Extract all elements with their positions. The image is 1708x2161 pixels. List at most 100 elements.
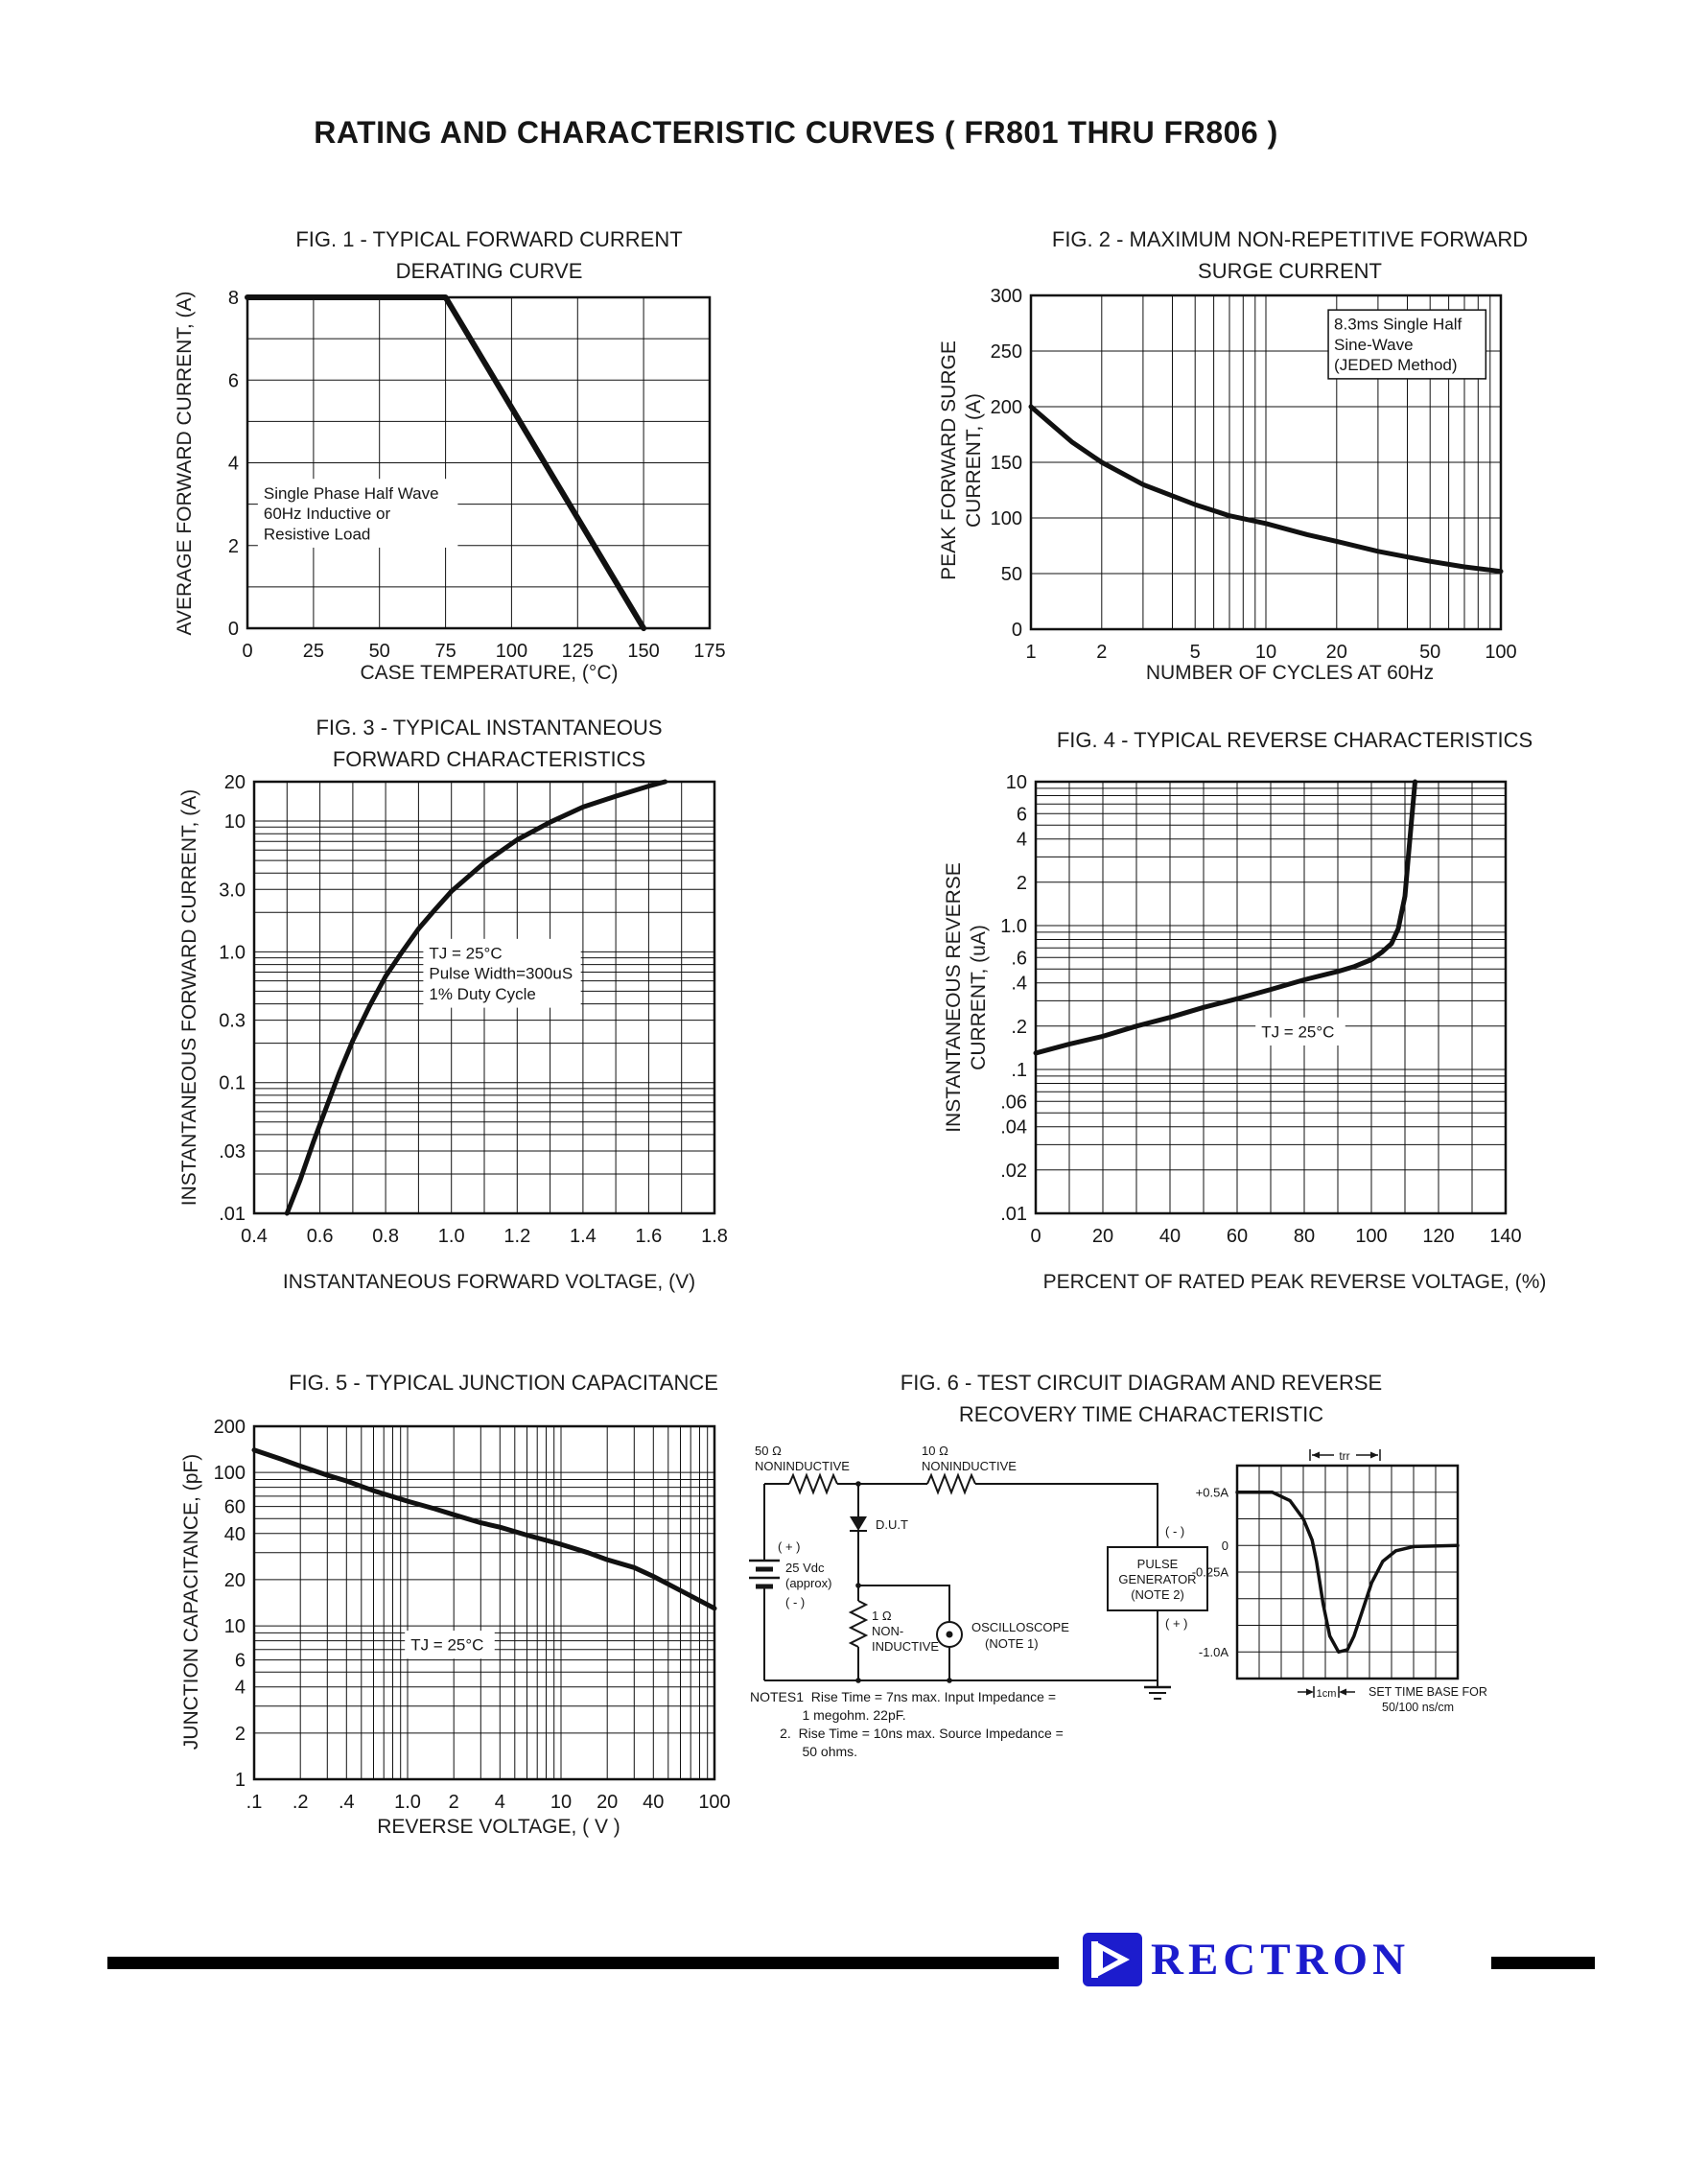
fig6-notes: NOTES1 Rise Time = 7ns max. Input Impeda…: [750, 1689, 1064, 1759]
y-tick-label: .2: [1011, 1017, 1027, 1038]
x-tick-label: 5: [1190, 642, 1201, 663]
x-tick-label: 1.6: [635, 1226, 662, 1247]
x-tick-label: 0.8: [372, 1226, 399, 1247]
plot-border: [252, 780, 716, 1215]
trr-marker: trr: [1309, 1449, 1381, 1463]
timebase-label-2: 50/100 ns/cm: [1382, 1701, 1454, 1714]
annotation-text: TJ = 25°C: [429, 944, 502, 962]
fig3-title: FIG. 3 - TYPICAL INSTANTANEOUS FORWARD C…: [316, 716, 663, 771]
y-tick-label: 1: [235, 1770, 246, 1791]
x-tick-label: 20: [597, 1792, 618, 1813]
resistor-50ohm: [788, 1472, 838, 1495]
time-base-marker: 1cm SET TIME BASE FOR 50/100 ns/cm: [1298, 1685, 1487, 1714]
y-tick-label: .4: [1011, 974, 1027, 995]
x-tick-label: 1.0: [438, 1226, 465, 1247]
ground-symbol: [1144, 1685, 1171, 1700]
fig4-x-axis-label: PERCENT OF RATED PEAK REVERSE VOLTAGE, (…: [1042, 1271, 1547, 1293]
fig2-surge-current-chart: 1 2 5 10 20 50 100 0 50 100 150 200 250 300 8.3ms Sing…: [991, 286, 1517, 663]
fig3-x-axis-label: INSTANTANEOUS FORWARD VOLTAGE, (V): [282, 1271, 696, 1293]
x-tick-label: 4: [495, 1792, 505, 1813]
series-forward-characteristic: [284, 779, 668, 1216]
x-tick-label: 2: [449, 1792, 459, 1813]
x-tick-label: 1.0: [394, 1792, 421, 1813]
y-tick-label: 60: [224, 1497, 246, 1518]
annotation-text: Single Phase Half Wave: [264, 484, 439, 503]
annotation-text: Sine-Wave: [1334, 336, 1414, 354]
x-tick-label: 100: [1485, 642, 1516, 663]
footer-rule-right: [1491, 1957, 1595, 1969]
fig2-x-axis-label: NUMBER OF CYCLES AT 60Hz: [1145, 662, 1435, 684]
y-tick-label: 4: [228, 454, 239, 475]
y-tick-label: 100: [214, 1463, 246, 1484]
x-tick-label: 10: [550, 1792, 572, 1813]
pulse-generator-label-3: (NOTE 2): [1131, 1587, 1184, 1602]
annotation-box: [257, 479, 458, 548]
fig3-forward-characteristics-chart: 0.4 0.6 0.8 1.0 1.2 1.4 1.6 1.8 20 10 3.0 1.0 0.3 0.1…: [219, 772, 728, 1247]
plot-border: [1235, 1464, 1460, 1680]
r3-value-label: 1 Ω: [872, 1609, 892, 1623]
r1-type-label: NONINDUCTIVE: [755, 1459, 850, 1473]
y-tick-label: +0.5A: [1196, 1485, 1229, 1499]
rectron-brand-text: RECTRON: [1151, 1935, 1411, 1985]
junction-dot: [855, 1583, 861, 1588]
x-tick-label: 0: [242, 641, 252, 662]
y-tick-label: 200: [214, 1417, 246, 1438]
annotation-box: [405, 1631, 495, 1659]
y-tick-label: 2: [228, 536, 239, 557]
y-tick-label: 10: [1006, 772, 1027, 793]
y-tick-label: 250: [991, 341, 1022, 363]
x-tick-label: 1.8: [701, 1226, 728, 1247]
y-tick-label: 20: [224, 772, 246, 793]
series-surge-current: [1028, 404, 1504, 575]
battery-symbol: [749, 1559, 780, 1589]
annotation-text: 8.3ms Single Half: [1334, 316, 1462, 334]
x-tick-label: 75: [434, 641, 456, 662]
junction-dot: [855, 1678, 861, 1683]
y-tick-label: .06: [1000, 1092, 1027, 1113]
r2-value-label: 10 Ω: [922, 1444, 948, 1458]
pulse-generator-label-1: PULSE: [1137, 1557, 1179, 1571]
fig6-recovery-waveform-chart: trr 1cm SET TIME BASE FOR 50/100 ns/cm +…: [1192, 1449, 1487, 1714]
x-tick-label: 1: [1025, 642, 1036, 663]
gridlines: [1035, 781, 1507, 1214]
x-tick-label: 100: [698, 1792, 730, 1813]
fig1-x-axis-label: CASE TEMPERATURE, (°C): [360, 662, 619, 684]
y-tick-label: 6: [228, 370, 239, 391]
x-tick-label: 60: [1227, 1226, 1248, 1247]
y-tick-label: -0.25A: [1192, 1565, 1229, 1580]
r3-type-label-2: INDUCTIVE: [872, 1639, 939, 1654]
y-tick-label: 2: [235, 1724, 246, 1745]
series-reverse-characteristic: [1033, 779, 1417, 1056]
y-tick-label: 0: [1222, 1539, 1228, 1553]
pulse-generator-box: [1107, 1546, 1208, 1611]
y-tick-label: 10: [224, 1616, 246, 1637]
y-tick-label: .01: [1000, 1204, 1027, 1225]
plot-border: [1029, 294, 1503, 631]
y-tick-label: .01: [219, 1204, 246, 1225]
x-tick-label: 120: [1422, 1226, 1454, 1247]
fig2-title: FIG. 2 - MAXIMUM NON-REPETITIVE FORWARD …: [1051, 227, 1529, 283]
resistor-1ohm: [848, 1600, 869, 1648]
y-tick-label: .1: [1011, 1060, 1027, 1081]
x-tick-label: 2: [1096, 642, 1107, 663]
supply-approx-label: (approx): [785, 1576, 831, 1590]
annotation-box: [423, 938, 581, 1008]
y-tick-label: .04: [1000, 1117, 1027, 1139]
y-tick-label: 6: [1017, 804, 1027, 825]
footer-rule-left: [107, 1957, 1059, 1969]
x-tick-label: 175: [693, 641, 725, 662]
circuit-labels: 50 Ω NONINDUCTIVE 10 Ω NONINDUCTIVE D.U.…: [755, 1444, 1197, 1654]
junction-dot: [855, 1481, 861, 1487]
y-tick-label: 4: [235, 1678, 246, 1699]
fig5-title: FIG. 5 - TYPICAL JUNCTION CAPACITANCE: [289, 1371, 718, 1395]
fig6-test-circuit-diagram: 50 Ω NONINDUCTIVE 10 Ω NONINDUCTIVE D.U.…: [749, 1444, 1208, 1700]
annotation-text: TJ = 25°C: [1261, 1022, 1334, 1041]
y-tick-label: -1.0A: [1199, 1645, 1228, 1659]
x-tick-label: 0: [1030, 1226, 1041, 1247]
y-tick-label: 10: [224, 811, 246, 833]
y-tick-label: 3.0: [219, 880, 246, 901]
y-tick-label: 0: [228, 619, 239, 640]
x-tick-label: 0.4: [241, 1226, 268, 1247]
x-tick-label: 150: [627, 641, 659, 662]
fig6-title: FIG. 6 - TEST CIRCUIT DIAGRAM AND REVERS…: [900, 1371, 1383, 1426]
